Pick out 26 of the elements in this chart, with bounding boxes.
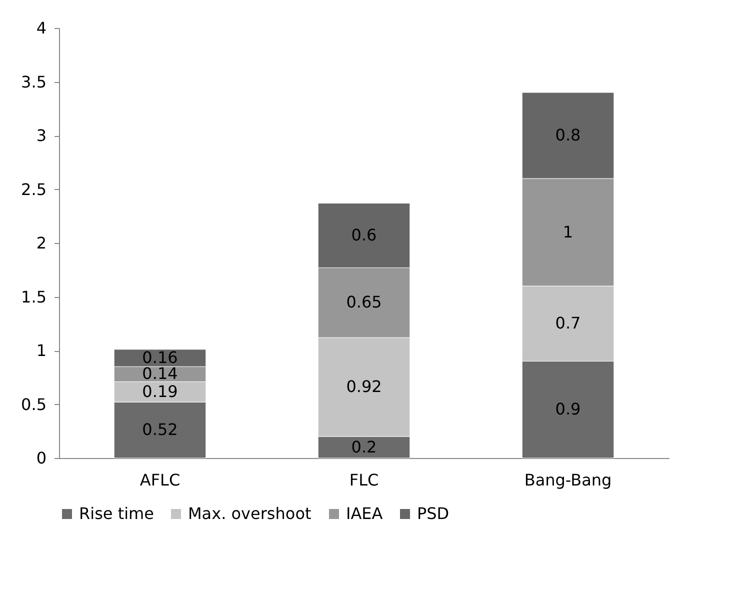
data-label: 0.8 xyxy=(555,126,581,144)
legend-label: Rise time xyxy=(79,504,154,523)
y-tick-label: 0.5 xyxy=(21,394,46,414)
data-label: 0.19 xyxy=(142,382,178,401)
data-label: 0.2 xyxy=(351,437,377,456)
y-tick-label: 0 xyxy=(36,448,46,468)
y-tick-label: 4 xyxy=(36,18,46,38)
y-tick-label: 1 xyxy=(36,341,46,360)
x-tick-label: FLC xyxy=(349,470,379,490)
data-label: 0.92 xyxy=(346,377,382,396)
y-tick-label: 2.5 xyxy=(21,180,46,199)
data-label: 0.6 xyxy=(351,225,377,244)
data-label: 0.7 xyxy=(555,314,581,333)
legend-label: Max. overshoot xyxy=(188,504,312,523)
data-label: 1 xyxy=(562,222,574,242)
legend-label: PSD xyxy=(417,504,450,523)
y-tick-label: 3 xyxy=(36,126,46,145)
data-label: 0.52 xyxy=(142,420,178,440)
data-label: 0.65 xyxy=(346,292,382,312)
legend-label: IAEA xyxy=(346,504,383,523)
y-tick-label: 3.5 xyxy=(21,72,46,92)
y-tick-label: 2 xyxy=(36,234,46,252)
x-tick-label: Bang-Bang xyxy=(524,470,612,490)
y-tick-label: 1.5 xyxy=(21,287,46,306)
x-tick-label: AFLC xyxy=(140,470,180,490)
data-label: 0.9 xyxy=(555,400,581,419)
